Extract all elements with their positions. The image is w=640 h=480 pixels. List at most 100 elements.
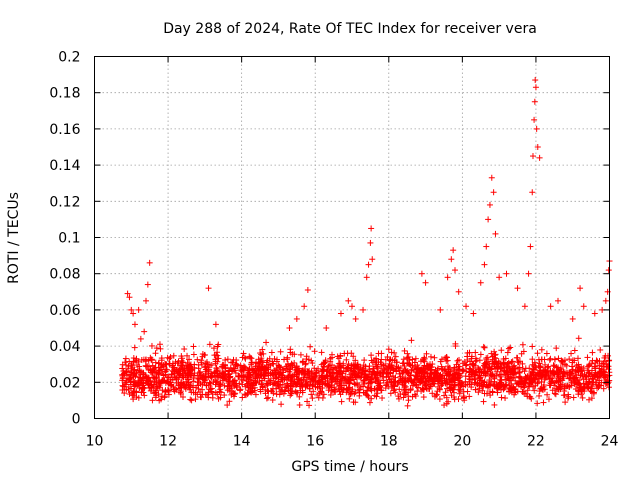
- data-point: [278, 401, 284, 407]
- data-point: [269, 350, 275, 356]
- data-point: [278, 349, 284, 355]
- x-tick-label: 20: [453, 434, 471, 450]
- y-tick-label: 0.04: [49, 339, 80, 355]
- data-point: [346, 396, 352, 402]
- data-point: [555, 298, 561, 304]
- x-tick-label: 24: [601, 434, 619, 450]
- data-point: [297, 402, 303, 408]
- data-point: [481, 344, 487, 350]
- data-point: [209, 386, 215, 392]
- data-point: [527, 244, 533, 250]
- data-point: [214, 349, 220, 355]
- data-point: [191, 351, 197, 357]
- data-point: [553, 345, 559, 351]
- data-point: [309, 395, 315, 401]
- data-point: [301, 303, 307, 309]
- data-point: [572, 347, 578, 353]
- data-point: [153, 350, 159, 356]
- x-tick-label: 16: [306, 434, 324, 450]
- data-point: [360, 307, 366, 313]
- data-point: [194, 357, 200, 363]
- y-tick-label: 0.06: [49, 303, 80, 319]
- data-points-layer: [119, 77, 612, 409]
- data-point: [487, 202, 493, 208]
- data-point: [441, 402, 447, 408]
- x-tick-label: 22: [527, 434, 545, 450]
- data-point: [286, 325, 292, 331]
- data-point: [171, 353, 177, 359]
- data-point: [536, 393, 542, 399]
- data-point: [367, 400, 373, 406]
- x-tick-label: 14: [233, 434, 251, 450]
- data-point: [580, 395, 586, 401]
- y-axis-label: ROTI / TECUs: [6, 192, 22, 284]
- data-point: [491, 402, 497, 408]
- data-point: [437, 307, 443, 313]
- y-tick-label: 0.02: [49, 375, 80, 391]
- data-point: [463, 373, 469, 379]
- data-point: [562, 399, 568, 405]
- data-point: [143, 363, 149, 369]
- data-point: [454, 358, 460, 364]
- y-tick-label: 0.08: [49, 267, 80, 283]
- data-point: [210, 395, 216, 401]
- data-point: [143, 298, 149, 304]
- data-point: [339, 399, 345, 405]
- data-point: [319, 349, 325, 355]
- data-point: [539, 347, 545, 353]
- data-point: [264, 395, 270, 401]
- data-point: [263, 339, 269, 345]
- data-point: [388, 390, 394, 396]
- data-point: [542, 356, 548, 362]
- data-point: [368, 225, 374, 231]
- data-point: [450, 247, 456, 253]
- data-point: [529, 343, 535, 349]
- data-point: [136, 307, 142, 313]
- data-point: [428, 354, 434, 360]
- data-point: [187, 397, 193, 403]
- y-tick-label: 0.12: [49, 194, 80, 210]
- data-point: [408, 337, 414, 343]
- data-point: [502, 395, 508, 401]
- data-point: [349, 303, 355, 309]
- data-point: [516, 370, 522, 376]
- chart-title: Day 288 of 2024, Rate Of TEC Index for r…: [163, 21, 537, 37]
- data-point: [386, 346, 392, 352]
- data-point: [167, 354, 173, 360]
- data-point: [532, 77, 538, 83]
- data-point: [213, 321, 219, 327]
- data-point: [576, 335, 582, 341]
- data-point: [485, 216, 491, 222]
- data-point: [597, 347, 603, 353]
- data-point: [481, 399, 487, 405]
- data-point: [307, 344, 313, 350]
- data-point: [147, 260, 153, 266]
- data-point: [132, 345, 138, 351]
- data-point: [123, 356, 129, 362]
- data-point: [190, 343, 196, 349]
- y-tick-label: 0.1: [58, 231, 80, 247]
- data-point: [206, 285, 212, 291]
- y-tick-label: 0.16: [49, 122, 80, 138]
- data-point: [338, 311, 344, 317]
- data-point: [534, 126, 540, 132]
- data-point: [515, 285, 521, 291]
- data-point: [189, 397, 195, 403]
- data-point: [570, 316, 576, 322]
- data-point: [540, 400, 546, 406]
- data-point: [506, 346, 512, 352]
- y-tick-label: 0.2: [58, 50, 80, 66]
- data-point: [520, 342, 526, 348]
- x-tick-label: 10: [86, 434, 104, 450]
- data-point: [312, 348, 318, 354]
- data-point: [384, 371, 390, 377]
- data-point: [552, 356, 558, 362]
- data-point: [584, 354, 590, 360]
- data-point: [547, 356, 553, 362]
- data-point: [353, 316, 359, 322]
- data-point: [537, 155, 543, 161]
- data-point: [141, 329, 147, 335]
- data-point: [294, 316, 300, 322]
- data-point: [431, 355, 437, 361]
- y-tick-label: 0: [72, 412, 81, 428]
